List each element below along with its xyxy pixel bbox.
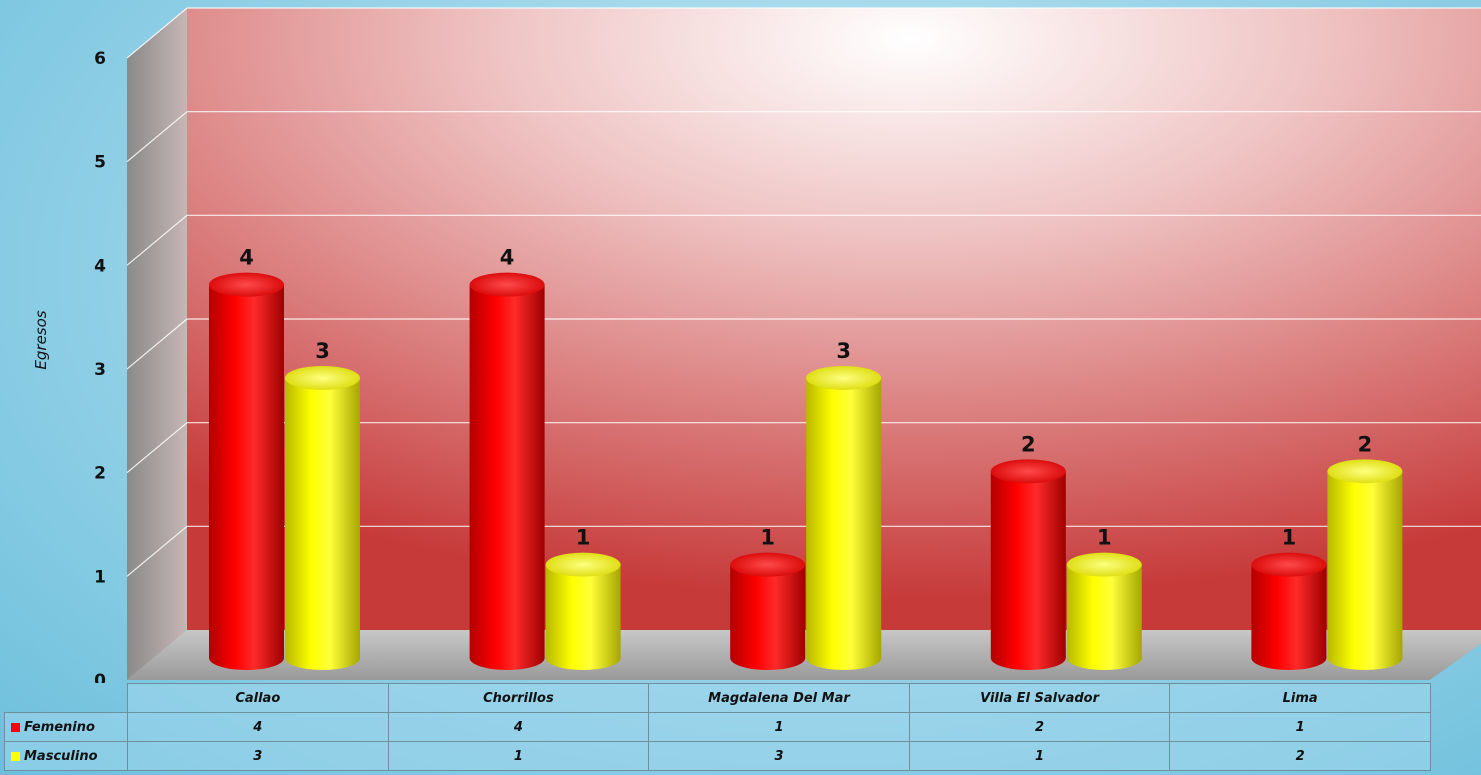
bars: 4 3 4 1 1 3 2 1 1 2: [209, 246, 1403, 670]
legend-entry: Masculino: [4, 741, 128, 771]
bar-masculino: [1066, 552, 1142, 670]
bar-femenino: [209, 272, 284, 670]
data-table-cell: 2: [1169, 741, 1431, 771]
bar-femenino: [1251, 552, 1327, 670]
bar-masculino: [285, 366, 360, 670]
bar-value-label: 1: [1097, 526, 1112, 550]
x-tick-label: Magdalena Del Mar: [648, 683, 910, 713]
bar-value-label: 1: [760, 526, 775, 550]
y-tick-label: 3: [94, 360, 106, 380]
legend-entry: Femenino: [4, 712, 128, 742]
y-tick-label: 1: [94, 567, 106, 587]
gridline: [126, 422, 188, 474]
data-table-cell: 1: [1169, 712, 1431, 742]
bar-value-label: 4: [500, 246, 515, 270]
bar-top: [469, 272, 545, 297]
bar-body: [469, 284, 545, 670]
bar-femenino: [469, 272, 545, 670]
bar-value-label: 4: [239, 246, 254, 270]
data-table-cell: 4: [387, 712, 650, 742]
bar-body: [990, 471, 1066, 670]
bar-value-label: 2: [1021, 432, 1036, 456]
bar-body: [730, 564, 806, 670]
data-table-row: Femenino 4 4 1 2 1: [4, 712, 1431, 742]
bar-value-label: 3: [315, 339, 330, 363]
bar-body: [545, 564, 621, 670]
data-table-corner: [4, 683, 128, 713]
bar-value-label: 3: [836, 339, 851, 363]
data-table-cell: 1: [648, 712, 910, 742]
gridline: [126, 318, 188, 370]
gridline: [126, 7, 188, 59]
bar-top: [285, 366, 360, 390]
data-table: Callao Chorrillos Magdalena Del Mar Villa E…: [4, 683, 1431, 771]
data-table-cell: 1: [908, 741, 1171, 771]
y-axis: 0 1 2 3 4 5 6: [94, 49, 106, 683]
data-table-cell: 3: [127, 741, 389, 771]
gridline: [126, 214, 188, 266]
bar-body: [209, 284, 284, 670]
gridline: [126, 111, 188, 163]
legend-label: Masculino: [24, 748, 98, 764]
data-table-cell: 3: [648, 741, 910, 771]
bar-top: [545, 552, 621, 577]
y-tick-label: 5: [94, 153, 106, 173]
bar-masculino: [1327, 459, 1403, 670]
bar-femenino: [990, 459, 1066, 670]
bar-value-label: 2: [1358, 432, 1373, 456]
bar-top: [990, 459, 1066, 484]
data-table-cell: 2: [908, 712, 1171, 742]
data-table-row: Masculino 3 1 3 1 2: [4, 741, 1431, 771]
bar-body: [1251, 564, 1327, 670]
y-tick-label: 0: [94, 671, 106, 683]
bar-top: [1251, 552, 1327, 577]
bar-top: [730, 552, 806, 577]
bar-body: [285, 378, 360, 670]
bar-femenino: [730, 552, 806, 670]
x-tick-label: Callao: [127, 683, 389, 713]
bar-top: [1066, 552, 1142, 577]
x-tick-label: Villa El Salvador: [908, 683, 1171, 713]
data-table-cell: 4: [127, 712, 389, 742]
x-tick-label: Lima: [1169, 683, 1431, 713]
bar-top: [209, 272, 284, 297]
bar-body: [1327, 471, 1403, 670]
y-tick-label: 4: [94, 256, 106, 276]
bar-value-label: 1: [576, 526, 591, 550]
bar-top: [806, 366, 882, 390]
bar-masculino: [545, 552, 621, 670]
bar-masculino: [806, 366, 882, 670]
x-tick-label: Chorrillos: [387, 683, 650, 713]
bar-value-label: 1: [1282, 526, 1297, 550]
bar-body: [806, 378, 882, 670]
y-axis-label: Egresos: [32, 310, 50, 369]
legend-swatch: [11, 722, 20, 732]
gridline: [126, 525, 188, 577]
bar-top: [1327, 459, 1403, 484]
legend-swatch: [11, 751, 20, 761]
y-tick-label: 6: [94, 49, 106, 69]
legend-label: Femenino: [24, 719, 95, 735]
data-table-header-row: Callao Chorrillos Magdalena Del Mar Villa E…: [4, 683, 1431, 713]
chart-plot: 0 1 2 3 4 5 6 4 3 4 1 1 3 2 1 1 2 Egresos: [32, 7, 1481, 683]
y-tick-label: 2: [94, 464, 106, 484]
bar-body: [1066, 564, 1142, 670]
data-table-cell: 1: [387, 741, 650, 771]
